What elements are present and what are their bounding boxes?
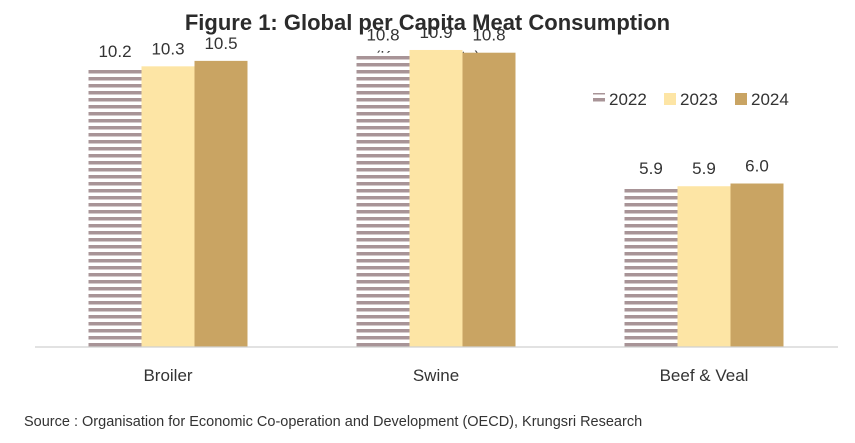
category-label: Beef & Veal	[660, 366, 749, 385]
legend-swatch-2023	[664, 93, 676, 105]
legend-label-2022: 2022	[609, 90, 647, 109]
bar-2023-broiler	[141, 66, 195, 347]
value-labels: 10.2 10.3 10.5 10.8 10.9 10.8 5.9 5.9 6.0	[98, 23, 768, 178]
category-label: Swine	[413, 366, 459, 385]
bar-2022-broiler	[88, 69, 142, 348]
value-label-2022: 10.8	[366, 26, 399, 45]
bar-2023-swine	[409, 49, 463, 347]
bar-2024-beef-veal	[730, 183, 784, 347]
value-label-2024: 6.0	[745, 157, 769, 176]
bar-2023-beef-veal	[677, 186, 731, 347]
legend-label-2024: 2024	[751, 90, 789, 109]
bar-2024-swine	[462, 52, 516, 347]
bar-2022-beef-veal	[624, 186, 678, 347]
value-label-2022: 10.2	[98, 42, 131, 61]
bar-2024-broiler	[194, 60, 248, 347]
category-labels: Broiler Swine Beef & Veal	[143, 366, 748, 385]
value-label-2023: 10.9	[419, 23, 452, 42]
value-label-2022: 5.9	[639, 159, 663, 178]
value-label-2024: 10.8	[472, 26, 505, 45]
bars	[88, 49, 784, 348]
legend: 2022 2023 2024	[593, 90, 789, 109]
value-label-2024: 10.5	[204, 34, 237, 53]
legend-label-2023: 2023	[680, 90, 718, 109]
value-label-2023: 5.9	[692, 159, 716, 178]
legend-swatch-2024	[735, 93, 747, 105]
category-label: Broiler	[143, 366, 192, 385]
legend-swatch-2022	[593, 93, 605, 105]
value-label-2023: 10.3	[151, 39, 184, 58]
bar-2022-swine	[356, 52, 410, 347]
source-note: Source : Organisation for Economic Co-op…	[24, 414, 643, 430]
chart-title: Figure 1: Global per Capita Meat Consump…	[184, 10, 671, 35]
